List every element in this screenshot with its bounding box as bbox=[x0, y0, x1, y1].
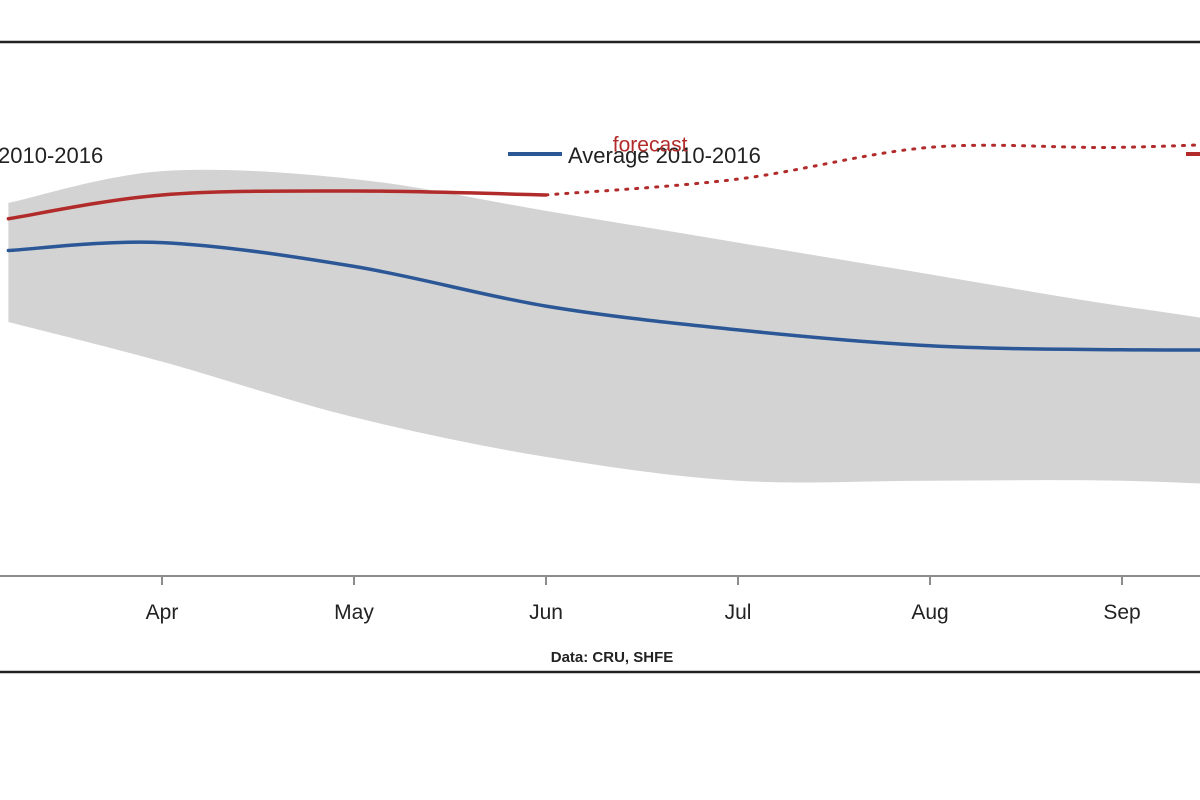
series-line-1 bbox=[6, 189, 548, 221]
series-layer bbox=[6, 143, 1200, 352]
band-layer bbox=[8, 169, 1200, 484]
legend-label-band: 2010-2016 bbox=[0, 143, 103, 168]
series-line-2 bbox=[544, 143, 1200, 197]
x-tick-label-apr: Apr bbox=[146, 601, 179, 624]
annotation-forecast: forecast bbox=[613, 133, 688, 156]
legend-label-average: Average 2010-2016 bbox=[568, 143, 761, 168]
source-note: Data: CRU, SHFE bbox=[551, 649, 674, 666]
x-tick-label-aug: Aug bbox=[911, 601, 948, 624]
range-band bbox=[8, 169, 1200, 484]
x-tick-label-may: May bbox=[334, 601, 374, 624]
tick-layer: Apr May Jun Jul Aug Sep bbox=[146, 576, 1141, 624]
legend: 2010-2016 Average 2010-2016 bbox=[0, 143, 1200, 168]
x-tick-label-jun: Jun bbox=[529, 601, 563, 624]
x-tick-label-sep: Sep bbox=[1103, 601, 1140, 624]
series-line-0 bbox=[6, 240, 1200, 352]
x-tick-label-jul: Jul bbox=[725, 601, 752, 624]
